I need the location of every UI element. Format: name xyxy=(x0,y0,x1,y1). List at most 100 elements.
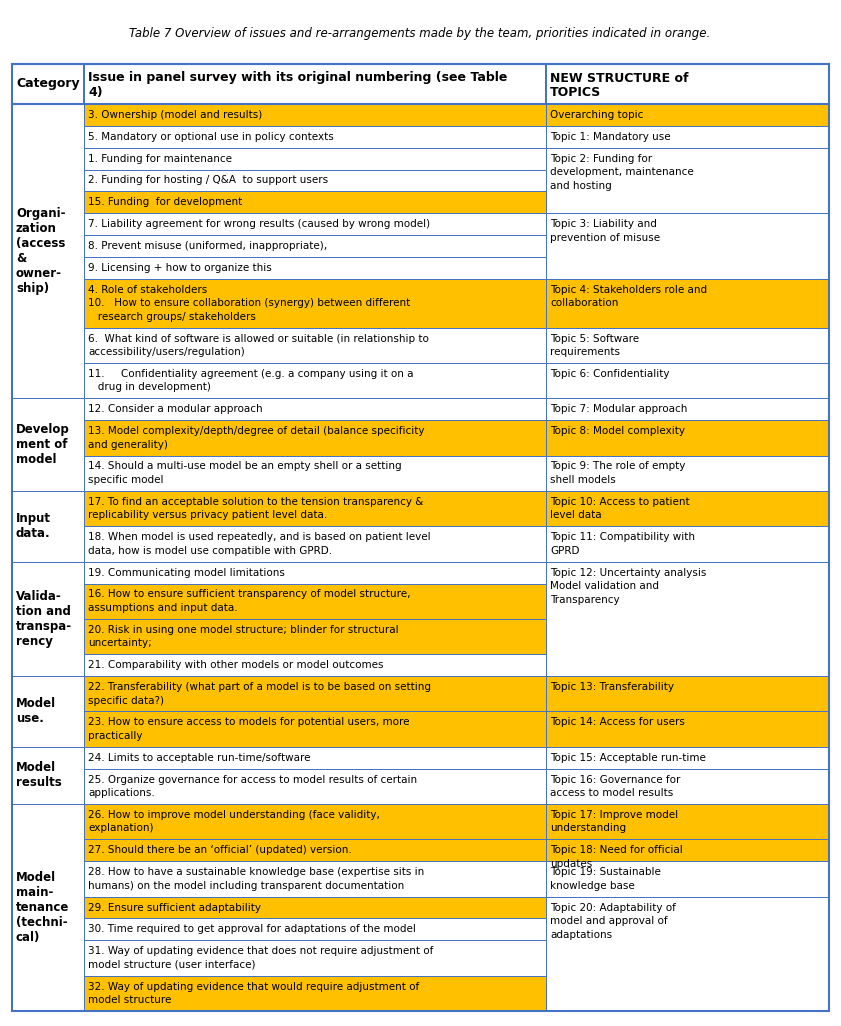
Text: adaptations: adaptations xyxy=(550,930,612,940)
Text: research groups/ stakeholders: research groups/ stakeholders xyxy=(88,312,256,322)
Text: 1. Funding for maintenance: 1. Funding for maintenance xyxy=(88,154,232,163)
Bar xyxy=(12,213,84,235)
Text: 5. Mandatory or optional use in policy contexts: 5. Mandatory or optional use in policy c… xyxy=(88,131,334,142)
Text: 4): 4) xyxy=(88,86,103,100)
Bar xyxy=(12,918,84,940)
Bar xyxy=(84,976,546,1011)
Text: 12. Consider a modular approach: 12. Consider a modular approach xyxy=(88,404,262,415)
Text: specific data?): specific data?) xyxy=(88,696,164,706)
Text: Topic 2: Funding for: Topic 2: Funding for xyxy=(550,154,652,163)
Text: Model
main-
tenance
(techni-
cal): Model main- tenance (techni- cal) xyxy=(16,871,69,944)
Text: Topic 16: Governance for: Topic 16: Governance for xyxy=(550,775,680,785)
Text: Model
results: Model results xyxy=(16,761,61,789)
Bar xyxy=(12,897,84,918)
Text: 7. Liability agreement for wrong results (caused by wrong model): 7. Liability agreement for wrong results… xyxy=(88,220,430,229)
Bar xyxy=(546,526,829,561)
Bar xyxy=(546,64,829,104)
Text: Transparency: Transparency xyxy=(550,595,620,604)
Text: humans) on the model including transparent documentation: humans) on the model including transpare… xyxy=(88,880,405,891)
Text: 30. Time required to get approval for adaptations of the model: 30. Time required to get approval for ad… xyxy=(88,924,416,935)
Bar xyxy=(546,768,829,804)
Text: model structure: model structure xyxy=(88,995,172,1005)
Text: access to model results: access to model results xyxy=(550,788,674,798)
Bar xyxy=(12,490,84,561)
Bar xyxy=(84,768,546,804)
Text: requirements: requirements xyxy=(550,347,620,357)
Text: 23. How to ensure access to models for potential users, more: 23. How to ensure access to models for p… xyxy=(88,717,410,727)
Bar xyxy=(546,148,829,213)
Bar xyxy=(12,64,84,104)
Text: assumptions and input data.: assumptions and input data. xyxy=(88,603,238,613)
Bar xyxy=(84,804,546,839)
Bar xyxy=(12,104,84,398)
Text: Topic 3: Liability and: Topic 3: Liability and xyxy=(550,220,657,229)
Text: level data: level data xyxy=(550,510,601,520)
Text: specific model: specific model xyxy=(88,475,163,485)
Bar xyxy=(12,526,84,561)
Text: Valida-
tion and
transpa-
rency: Valida- tion and transpa- rency xyxy=(16,590,72,647)
Text: 13. Model complexity/depth/degree of detail (balance specificity: 13. Model complexity/depth/degree of det… xyxy=(88,426,425,436)
Text: Topic 8: Model complexity: Topic 8: Model complexity xyxy=(550,426,685,436)
Text: data, how is model use compatible with GPRD.: data, how is model use compatible with G… xyxy=(88,546,332,556)
Bar xyxy=(84,861,546,897)
Bar xyxy=(12,940,84,976)
Bar xyxy=(12,747,84,768)
Bar xyxy=(84,918,546,940)
Bar xyxy=(84,192,546,213)
Text: drug in development): drug in development) xyxy=(88,383,211,392)
Text: 20. Risk in using one model structure; blinder for structural: 20. Risk in using one model structure; b… xyxy=(88,625,399,635)
Bar xyxy=(546,213,829,279)
Text: Topic 15: Acceptable run-time: Topic 15: Acceptable run-time xyxy=(550,753,706,762)
Text: 18. When model is used repeatedly, and is based on patient level: 18. When model is used repeatedly, and i… xyxy=(88,532,431,542)
Bar xyxy=(84,747,546,768)
Bar xyxy=(546,456,829,490)
Bar xyxy=(12,839,84,861)
Bar xyxy=(12,398,84,421)
Text: Topic 12: Uncertainty analysis: Topic 12: Uncertainty analysis xyxy=(550,567,706,578)
Bar xyxy=(84,363,546,398)
Text: Topic 9: The role of empty: Topic 9: The role of empty xyxy=(550,462,685,472)
Bar xyxy=(84,213,546,235)
Bar xyxy=(12,768,84,804)
Text: 29. Ensure sufficient adaptability: 29. Ensure sufficient adaptability xyxy=(88,903,261,912)
Text: Topic 10: Access to patient: Topic 10: Access to patient xyxy=(550,497,690,507)
Text: Overarching topic: Overarching topic xyxy=(550,110,643,120)
Text: updates: updates xyxy=(550,859,592,869)
Bar xyxy=(84,561,546,584)
Text: 15. Funding  for development: 15. Funding for development xyxy=(88,197,242,207)
Bar xyxy=(12,655,84,676)
Bar xyxy=(546,327,829,363)
Bar xyxy=(546,711,829,747)
Text: 3. Ownership (model and results): 3. Ownership (model and results) xyxy=(88,110,262,120)
Bar xyxy=(84,169,546,192)
Bar xyxy=(546,126,829,148)
Text: knowledge base: knowledge base xyxy=(550,880,635,891)
Bar xyxy=(12,279,84,327)
Bar xyxy=(546,490,829,526)
Bar xyxy=(84,126,546,148)
Bar xyxy=(84,490,546,526)
Text: applications.: applications. xyxy=(88,788,155,798)
Text: Topic 17: Improve model: Topic 17: Improve model xyxy=(550,810,678,820)
Bar xyxy=(12,804,84,839)
Text: shell models: shell models xyxy=(550,475,616,485)
Text: TOPICS: TOPICS xyxy=(550,86,601,100)
Bar xyxy=(84,839,546,861)
Text: Topic 6: Confidentiality: Topic 6: Confidentiality xyxy=(550,369,669,379)
Text: 25. Organize governance for access to model results of certain: 25. Organize governance for access to mo… xyxy=(88,775,417,785)
Bar xyxy=(12,363,84,398)
Bar xyxy=(84,584,546,619)
Bar xyxy=(84,655,546,676)
Bar xyxy=(12,584,84,619)
Text: Develop
ment of
model: Develop ment of model xyxy=(16,423,70,466)
Text: NEW STRUCTURE of: NEW STRUCTURE of xyxy=(550,72,689,84)
Bar xyxy=(12,490,84,526)
Text: 9. Licensing + how to organize this: 9. Licensing + how to organize this xyxy=(88,263,272,273)
Text: replicability versus privacy patient level data.: replicability versus privacy patient lev… xyxy=(88,510,327,520)
Text: and hosting: and hosting xyxy=(550,181,611,191)
Text: 2. Funding for hosting / Q&A  to support users: 2. Funding for hosting / Q&A to support … xyxy=(88,175,328,186)
Text: prevention of misuse: prevention of misuse xyxy=(550,233,660,243)
Bar xyxy=(84,64,546,104)
Bar xyxy=(546,104,829,126)
Bar xyxy=(84,619,546,655)
